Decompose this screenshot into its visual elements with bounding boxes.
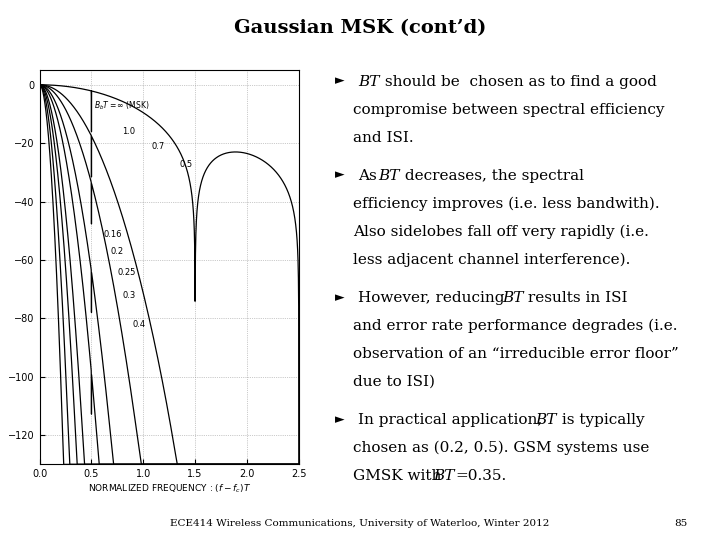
Text: observation of an “irreducible error floor”: observation of an “irreducible error flo… <box>353 347 678 361</box>
Text: =0.35.: =0.35. <box>456 469 507 483</box>
Text: As: As <box>358 168 382 183</box>
Text: chosen as (0.2, 0.5). GSM systems use: chosen as (0.2, 0.5). GSM systems use <box>353 441 649 455</box>
Text: 0.7: 0.7 <box>152 142 165 151</box>
Text: compromise between spectral efficiency: compromise between spectral efficiency <box>353 103 665 117</box>
Text: 85: 85 <box>675 519 688 528</box>
Text: ECE414 Wireless Communications, University of Waterloo, Winter 2012: ECE414 Wireless Communications, Universi… <box>171 519 549 528</box>
Text: 0.3: 0.3 <box>122 291 136 300</box>
Text: 0.2: 0.2 <box>110 247 123 256</box>
Text: BT: BT <box>378 168 400 183</box>
Text: BT: BT <box>502 291 523 305</box>
Text: 1.0: 1.0 <box>122 127 135 137</box>
Text: is typically: is typically <box>557 413 644 427</box>
Text: ►: ► <box>335 168 344 181</box>
Text: results in ISI: results in ISI <box>523 291 628 305</box>
Text: ►: ► <box>335 413 344 426</box>
Text: decreases, the spectral: decreases, the spectral <box>400 168 585 183</box>
Text: ►: ► <box>335 291 344 303</box>
Text: less adjacent channel interference).: less adjacent channel interference). <box>353 253 630 267</box>
Text: $B_bT = \infty$ (MSK): $B_bT = \infty$ (MSK) <box>94 99 149 112</box>
Text: Also sidelobes fall off very rapidly (i.e.: Also sidelobes fall off very rapidly (i.… <box>353 225 649 239</box>
Text: 0.5: 0.5 <box>179 159 193 168</box>
Text: However, reducing: However, reducing <box>358 291 509 305</box>
Text: Gaussian MSK (cont’d): Gaussian MSK (cont’d) <box>234 19 486 37</box>
Text: and error rate performance degrades (i.e.: and error rate performance degrades (i.e… <box>353 319 678 333</box>
Text: 0.16: 0.16 <box>104 230 122 239</box>
Text: BT: BT <box>433 469 455 483</box>
Text: efficiency improves (i.e. less bandwith).: efficiency improves (i.e. less bandwith)… <box>353 197 660 211</box>
Text: should be  chosen as to find a good: should be chosen as to find a good <box>380 75 657 89</box>
Text: 0.25: 0.25 <box>117 268 136 276</box>
Text: BT: BT <box>535 413 557 427</box>
Text: ►: ► <box>335 75 344 87</box>
Text: and ISI.: and ISI. <box>353 131 413 145</box>
X-axis label: NORMALIZED FREQUENCY : $(f-f_c)T$: NORMALIZED FREQUENCY : $(f-f_c)T$ <box>88 482 251 495</box>
Text: GMSK with: GMSK with <box>353 469 446 483</box>
Text: In practical application,: In practical application, <box>358 413 547 427</box>
Text: BT: BT <box>358 75 379 89</box>
Text: due to ISI): due to ISI) <box>353 375 435 389</box>
Text: 0.4: 0.4 <box>133 320 146 329</box>
